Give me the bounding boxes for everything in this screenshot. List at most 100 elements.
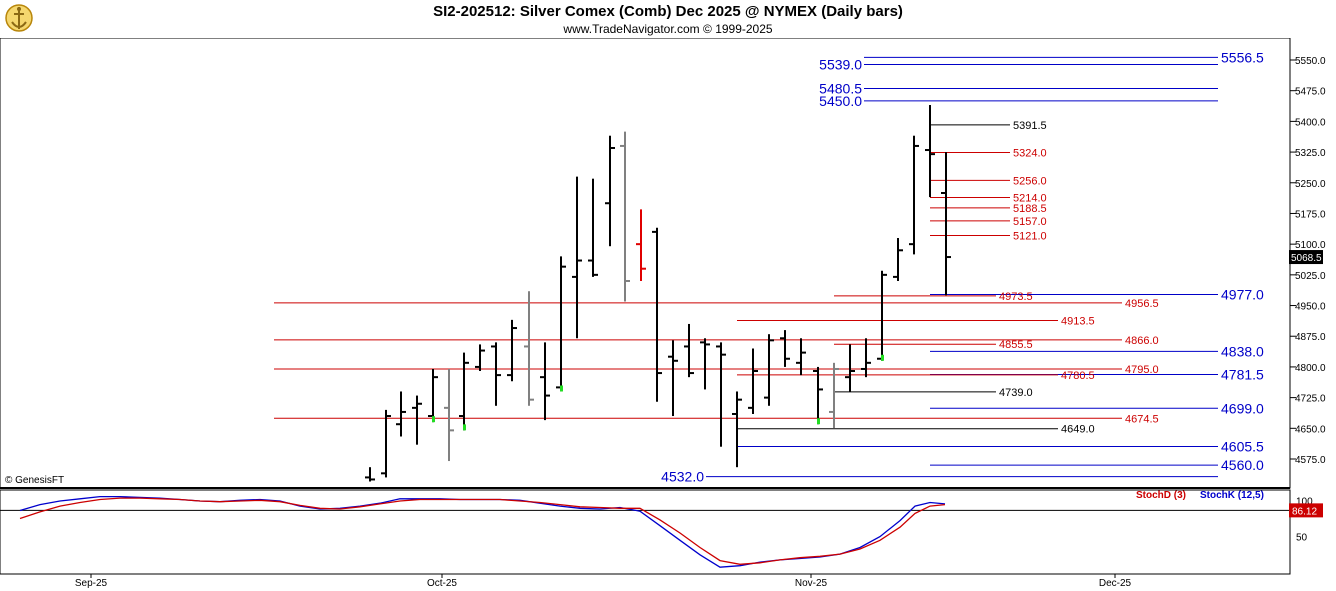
stochastic-panel [0, 489, 1291, 575]
ohlc-bar [925, 105, 935, 198]
level-label: 5157.0 [1013, 216, 1047, 228]
trade-navigator-logo-icon [4, 2, 34, 34]
chart-title: SI2-202512: Silver Comex (Comb) Dec 2025… [433, 3, 903, 20]
ohlc-bar [652, 227, 662, 402]
level-label: 4649.0 [1061, 424, 1095, 436]
chart-header: SI2-202512: Silver Comex (Comb) Dec 2025… [0, 0, 1336, 38]
ohlc-bar [475, 344, 485, 372]
ohlc-bar [365, 467, 375, 482]
price-tick-label: 5400.0 [1295, 117, 1326, 128]
ohlc-bar [428, 368, 438, 423]
price-tick-label: 4575.0 [1295, 455, 1326, 466]
level-label: 4699.0 [1221, 400, 1264, 416]
price-tick-label: 5550.0 [1295, 56, 1326, 67]
ohlc-bar [605, 135, 615, 247]
price-tick-label: 4950.0 [1295, 302, 1326, 313]
ohlc-bar [396, 391, 406, 437]
ohlc-bar [491, 342, 501, 406]
ohlc-bar [412, 395, 422, 445]
ohlc-bar [524, 291, 534, 406]
ohlc-bar [893, 238, 903, 281]
date-tick-label: Nov-25 [795, 578, 828, 589]
ohlc-bar [668, 340, 678, 417]
level-label: 5324.0 [1013, 147, 1047, 159]
level-label: 5256.0 [1013, 175, 1047, 187]
ohlc-bar [941, 152, 951, 296]
price-tick-label: 5250.0 [1295, 179, 1326, 190]
ohlc-bar [732, 391, 742, 468]
price-tick-label: 4800.0 [1295, 363, 1326, 374]
level-label: 4977.0 [1221, 286, 1264, 302]
ohlc-bars [365, 105, 951, 482]
price-tick-label: 5175.0 [1295, 209, 1326, 220]
stochK-legend: StochK (12,5) [1200, 490, 1264, 501]
ohlc-bar [780, 330, 790, 367]
ohlc-bar [796, 338, 806, 376]
level-label: 4855.5 [999, 339, 1033, 351]
ohlc-bar [556, 256, 566, 392]
stochastic-axis: 100 50 86.12 [0, 496, 1323, 544]
ohlc-bar [381, 409, 391, 478]
date-tick-label: Oct-25 [427, 578, 457, 589]
ohlc-bar [700, 338, 710, 390]
date-tick-label: Dec-25 [1099, 578, 1132, 589]
level-label: 5450.0 [819, 93, 862, 109]
ohlc-bar [684, 323, 694, 378]
price-tick-label: 4650.0 [1295, 424, 1326, 435]
ohlc-bar [877, 270, 887, 361]
last-price-label: 5068.5 [1291, 253, 1322, 264]
ohlc-bar [748, 348, 758, 414]
level-label: 4838.0 [1221, 343, 1264, 359]
stoch-tick-label: 100 [1296, 496, 1313, 507]
level-label: 4956.5 [1125, 298, 1159, 310]
ohlc-bar [716, 342, 726, 447]
ohlc-bar [636, 209, 646, 281]
level-label: 5121.0 [1013, 231, 1047, 243]
level-label: 5539.0 [819, 57, 862, 73]
stoch-last-box [1289, 503, 1323, 518]
chart-subtitle: www.TradeNavigator.com © 1999-2025 [563, 22, 773, 36]
level-label: 4739.0 [999, 387, 1033, 399]
price-tick-label: 4725.0 [1295, 394, 1326, 405]
ohlc-bar [861, 338, 871, 378]
price-tick-label: 5325.0 [1295, 148, 1326, 159]
date-tick-label: Sep-25 [75, 578, 108, 589]
stoch-series-line [19, 497, 946, 565]
level-label: 4973.5 [999, 291, 1033, 303]
ohlc-bar [813, 366, 823, 425]
stoch-tick-label: 50 [1296, 533, 1308, 544]
ohlc-bar [764, 334, 774, 406]
price-tick-label: 5025.0 [1295, 271, 1326, 282]
level-label: 5188.5 [1013, 203, 1047, 215]
level-label: 5480.5 [819, 80, 862, 96]
ohlc-bar [444, 368, 454, 462]
level-label: 4780.5 [1061, 370, 1095, 382]
date-axis: Sep-25 Oct-25 Nov-25 Dec-25 [0, 573, 1290, 589]
level-label: 5214.0 [1013, 193, 1047, 205]
level-label: 4674.5 [1125, 413, 1159, 425]
last-price-box [1289, 250, 1323, 265]
price-chart[interactable]: 4575.0 4650.0 4725.0 4800.0 4875.0 4950.0 5025… [0, 38, 1336, 591]
price-tick-label: 5100.0 [1295, 240, 1326, 251]
price-axis: 4575.0 4650.0 4725.0 4800.0 4875.0 4950.0 5025… [1289, 38, 1326, 488]
level-label: 4866.0 [1125, 335, 1159, 347]
ohlc-bar [620, 131, 630, 302]
level-label: 4913.5 [1061, 315, 1095, 327]
ohlc-bar [540, 342, 550, 421]
level-label: 4605.5 [1221, 439, 1264, 455]
watermark: © GenesisFT [5, 475, 64, 486]
last-price-marker: 5068.5 [1289, 250, 1323, 265]
ohlc-bar [909, 135, 919, 255]
level-label: 4532.0 [661, 469, 704, 485]
stoch-last-label: 86.12 [1292, 506, 1317, 517]
ohlc-bar [572, 176, 582, 339]
level-label: 4781.5 [1221, 366, 1264, 382]
level-label: 4560.0 [1221, 457, 1264, 473]
stochD-legend: StochD (3) [1136, 490, 1186, 501]
level-label: 5391.5 [1013, 120, 1047, 132]
ohlc-bar [459, 352, 469, 431]
stochastic-lines [19, 495, 946, 568]
level-label: 4795.0 [1125, 364, 1159, 376]
ohlc-bar [829, 362, 839, 429]
